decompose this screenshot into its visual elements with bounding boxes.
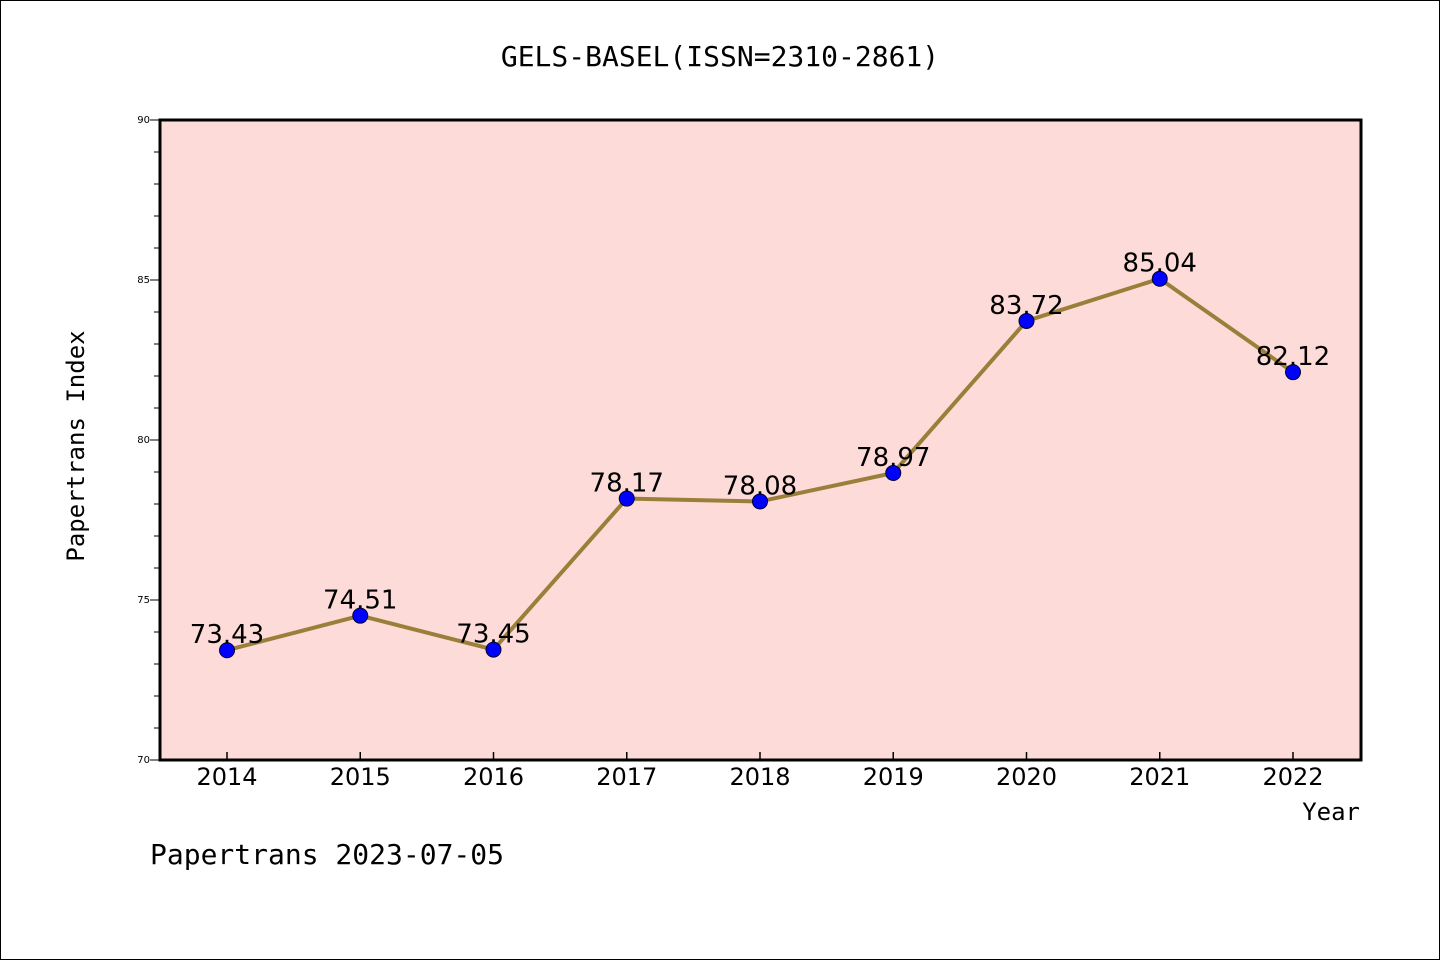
- x-tick-label: 2018: [729, 763, 790, 791]
- footer-credit: Papertrans 2023-07-05: [150, 838, 504, 871]
- series-layer: 73.43 74.51 73.45 78.17 78.08 78.97 83.72 85.04…: [190, 249, 1330, 659]
- data-point: [352, 607, 369, 624]
- data-point: [618, 490, 635, 507]
- data-point: [752, 493, 768, 510]
- x-tick-label: 2016: [463, 763, 524, 791]
- x-axis: 2014 2015 2016 2017 2018 2019 2020 2021 2022: [196, 752, 1324, 791]
- y-tick-label: 70: [137, 755, 150, 766]
- data-point: [1151, 270, 1168, 287]
- data-point: [1285, 364, 1301, 381]
- y-tick-label: 75: [137, 595, 150, 606]
- data-label: 85.04: [1123, 249, 1197, 279]
- data-point: [885, 464, 902, 481]
- data-label: 74.51: [323, 586, 397, 616]
- y-tick-label: 90: [137, 115, 150, 126]
- data-label: 82.12: [1256, 342, 1330, 372]
- data-label: 78.17: [590, 469, 664, 499]
- data-label: 78.08: [723, 471, 797, 501]
- chart-title: GELS-BASEL(ISSN=2310-2861): [501, 40, 939, 73]
- x-tick-label: 2015: [330, 763, 391, 791]
- y-axis-label: Papertrans Index: [62, 330, 90, 561]
- plot-area: [158, 118, 1363, 762]
- x-tick-label: 2017: [596, 763, 657, 791]
- data-point: [485, 641, 502, 658]
- x-tick-label: 2020: [996, 763, 1057, 791]
- data-label: 78.97: [856, 443, 930, 473]
- data-label: 83.72: [989, 291, 1063, 321]
- x-tick-label: 2019: [863, 763, 924, 791]
- y-tick-label: 80: [137, 435, 150, 446]
- data-label: 73.45: [456, 620, 530, 650]
- x-tick-label: 2021: [1129, 763, 1190, 791]
- data-point: [219, 642, 235, 659]
- y-axis: 70 75 80 85 90: [137, 115, 160, 766]
- y-tick-label: 85: [137, 275, 150, 286]
- data-label: 73.43: [190, 620, 264, 650]
- x-tick-label: 2022: [1262, 763, 1323, 791]
- x-tick-label: 2014: [196, 763, 257, 791]
- x-axis-label: Year: [1302, 798, 1360, 826]
- data-point: [1018, 312, 1035, 329]
